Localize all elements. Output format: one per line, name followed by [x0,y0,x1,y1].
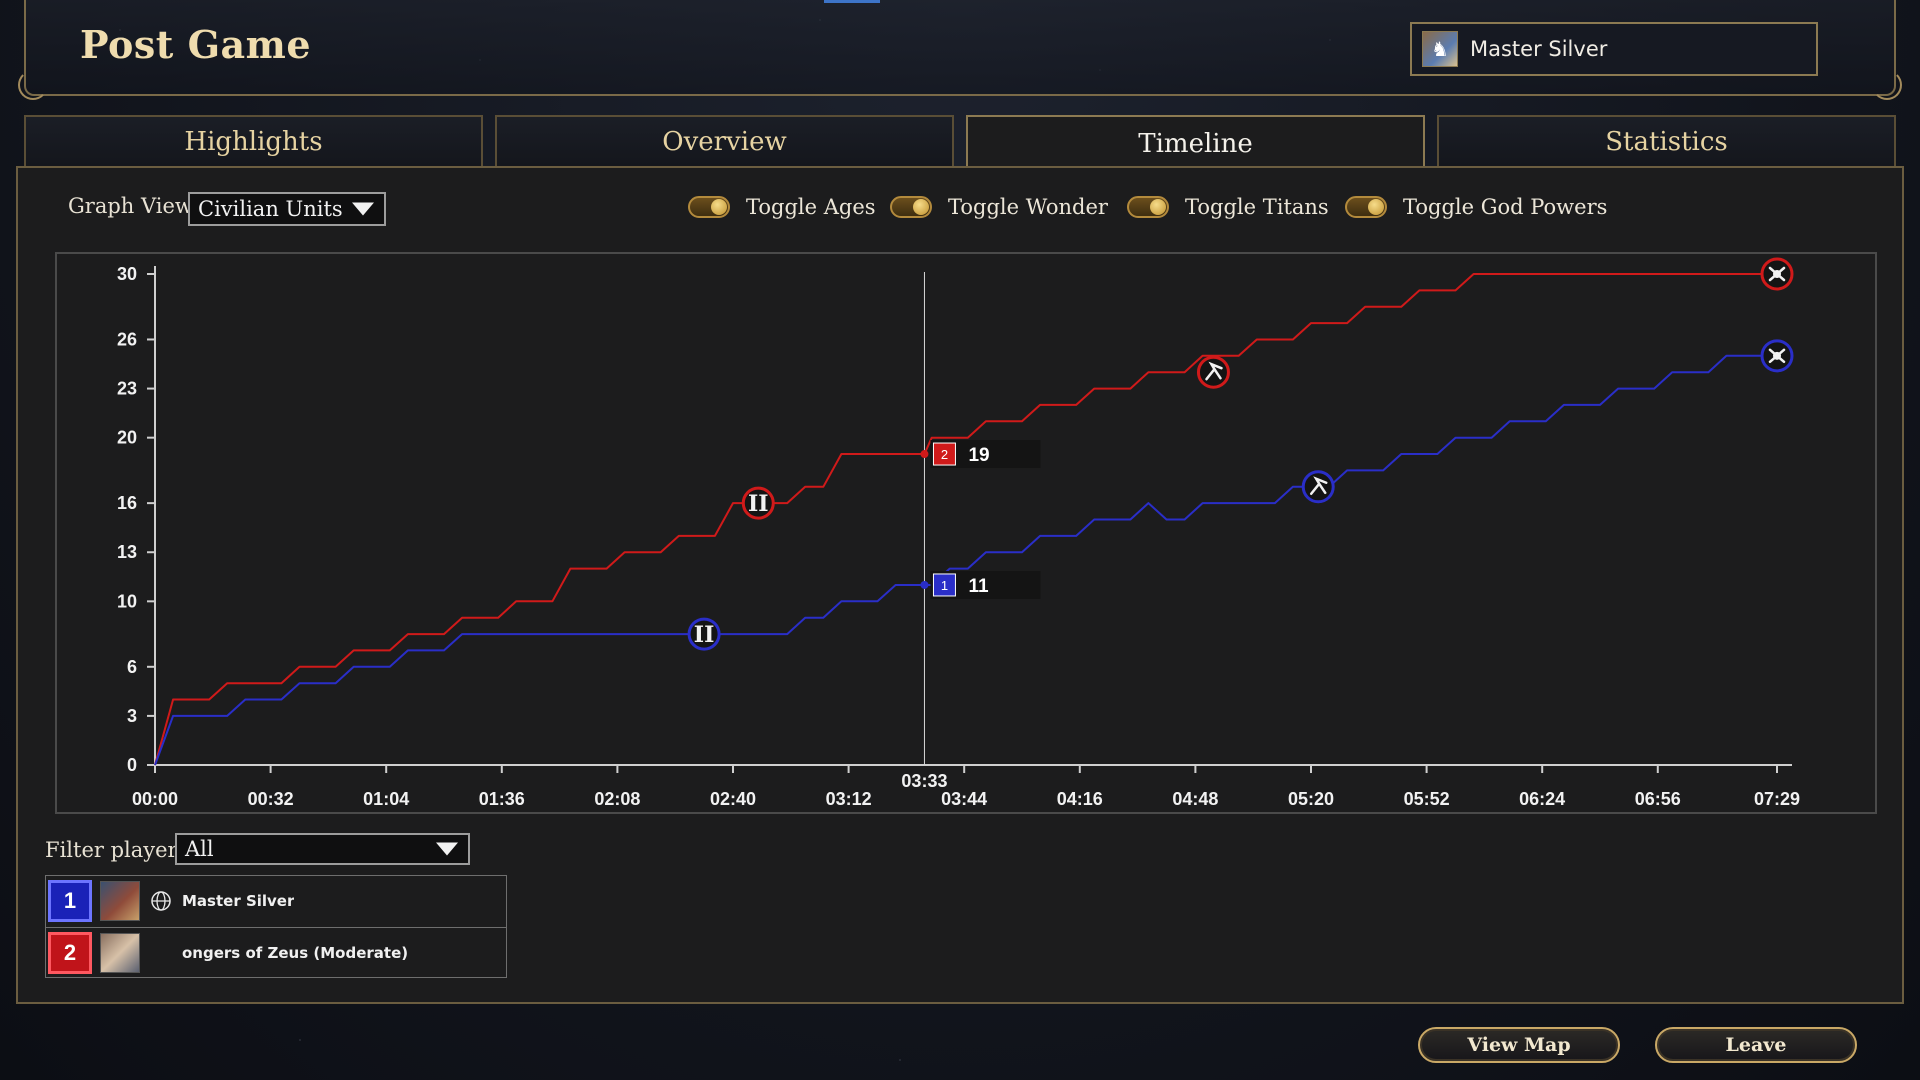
god-power-icon [1205,361,1223,381]
event-marker-age [741,486,775,520]
cursor-player-badge [932,442,956,466]
cursor-value-label: 19 [968,445,989,466]
graph-view-dropdown[interactable]: Civilian Units [188,192,386,226]
cursor-dot [920,580,929,589]
toggle-god-powers[interactable]: Toggle God Powers [1345,195,1607,219]
god-power-icon [1309,476,1328,496]
end-game-icon-center [1773,270,1781,278]
player-number-badge: 2 [48,931,92,974]
toggle-switch[interactable] [688,196,730,218]
toggle-ages[interactable]: Toggle Ages [688,195,876,219]
leave-button[interactable]: Leave [1655,1027,1857,1063]
x-tick-label: 02:08 [594,789,640,809]
y-tick-label: 13 [117,542,137,562]
series-line-player-2 [154,273,1777,766]
timeline-chart[interactable]: 0 3 6 10 13 16 20 23 26 30 00:00 00:32 01:04 01:36 02:… [55,252,1877,814]
globe-icon [151,891,171,911]
cursor-dot [920,450,929,459]
chevron-down-icon [352,202,374,216]
x-tick-label: 01:04 [363,789,409,809]
graph-view-value: Civilian Units [198,197,343,221]
filter-players-dropdown[interactable]: All [175,833,470,865]
top-indicator [824,0,880,3]
player-avatar-icon: ♞ [1422,31,1458,67]
cursor-player-number: 2 [941,447,948,462]
toggle-wonder[interactable]: Toggle Wonder [890,195,1108,219]
age-marker-label: II [694,622,715,648]
toggle-switch[interactable] [1127,196,1169,218]
tab-timeline[interactable]: Timeline [966,115,1425,171]
x-tick-label: 06:24 [1519,789,1565,809]
x-tick-label: 00:00 [132,789,178,809]
cursor-value-label: 11 [968,576,989,597]
y-tick-label: 26 [117,329,137,349]
y-tick-label: 0 [127,755,137,775]
page-title: Post Game [80,22,312,67]
player-portrait [100,932,140,973]
tab-statistics[interactable]: Statistics [1437,115,1896,167]
cursor-player-number: 1 [941,578,948,593]
toggle-switch[interactable] [1345,196,1387,218]
tab-bar: Highlights Overview Timeline Statistics [24,115,1896,171]
toggle-titans[interactable]: Toggle Titans [1127,195,1329,219]
x-tick-label: 01:36 [479,789,525,809]
ornament-corner-left [18,70,48,100]
x-tick-label: 03:44 [941,789,987,809]
x-tick-label: 03:12 [826,789,872,809]
ornament-corner-right [1872,70,1902,100]
y-tick-label: 6 [127,657,137,677]
event-marker-age [687,617,721,651]
x-tick-label: 04:48 [1172,789,1218,809]
player-number-badge: 1 [48,880,92,922]
chevron-down-icon [436,842,458,856]
filter-players-value: All [185,837,214,861]
toggle-ages-label: Toggle Ages [746,195,876,219]
player-list: 1 Master Silver 2 ongers of Zeus (Modera… [45,875,507,978]
player-row[interactable]: 2 ongers of Zeus (Moderate) [46,927,506,977]
y-tick-label: 20 [117,428,137,448]
filter-players-label: Filter players: [45,838,196,862]
x-tick-label: 05:52 [1404,789,1450,809]
y-tick-label: 16 [117,493,137,513]
y-tick-label: 23 [117,379,137,399]
player-portrait [100,881,140,921]
toggle-wonder-label: Toggle Wonder [948,195,1108,219]
x-tick-label: 00:32 [248,789,294,809]
player-row[interactable]: 1 Master Silver [46,876,506,926]
series-line-player-1 [154,354,1777,766]
chart-svg[interactable]: 0 3 6 10 13 16 20 23 26 30 00:00 00:32 01:04 01:36 02:… [57,254,1875,812]
profile-name: Master Silver [1470,37,1608,61]
x-tick-label: 07:29 [1754,789,1800,809]
toggle-switch[interactable] [890,196,932,218]
toggle-titans-label: Toggle Titans [1185,195,1329,219]
y-tick-label: 30 [117,264,137,284]
end-game-icon-center [1773,351,1781,360]
y-tick-label: 3 [127,706,137,726]
tab-highlights[interactable]: Highlights [24,115,483,167]
player-name: Master Silver [182,892,295,910]
age-marker-label: II [748,491,769,517]
player-name: ongers of Zeus (Moderate) [182,943,409,962]
x-tick-label: 04:16 [1057,789,1103,809]
player-profile[interactable]: ♞ Master Silver [1410,22,1818,76]
tab-overview[interactable]: Overview [495,115,954,167]
x-tick-label: 05:20 [1288,789,1334,809]
y-tick-label: 10 [117,591,137,611]
cursor-player-badge [932,573,956,597]
view-map-button[interactable]: View Map [1418,1027,1620,1063]
time-cursor-label: 03:33 [901,771,947,791]
x-tick-label: 02:40 [710,789,756,809]
toggle-god-powers-label: Toggle God Powers [1403,195,1608,219]
graph-view-label: Graph View: [68,194,200,218]
x-tick-label: 06:56 [1635,789,1681,809]
